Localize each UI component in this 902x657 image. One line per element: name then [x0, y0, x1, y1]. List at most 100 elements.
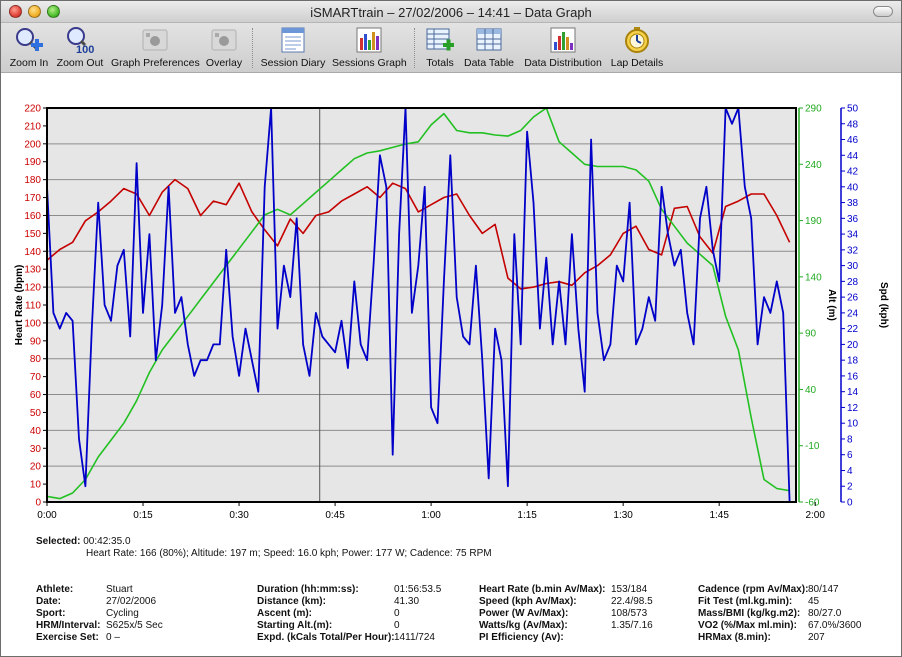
lap-details-label: Lap Details [610, 57, 664, 69]
lap-details-button[interactable]: Lap Details [609, 26, 665, 70]
overlay-label: Overlay [205, 57, 243, 69]
data-table-button[interactable]: Data Table [462, 26, 516, 70]
minimize-window-button[interactable] [28, 5, 41, 18]
speed-tick-label: 8 [847, 434, 853, 445]
magnifier-100-icon: 100 [67, 27, 94, 54]
speed-tick-label: 12 [847, 403, 859, 414]
bar-chart-icon [356, 27, 382, 53]
stat-key: Watts/kg (Av/Max): [479, 620, 568, 631]
y-tick-label: 170 [24, 193, 41, 204]
speed-tick-label: 4 [847, 466, 853, 477]
speed-tick-label: 6 [847, 450, 853, 461]
stat-key: HRMax (8.min): [698, 632, 771, 643]
speed-tick-label: 38 [847, 198, 859, 209]
session-diary-label: Session Diary [260, 57, 326, 69]
altitude-tick-label: 240 [805, 160, 822, 171]
speed-tick-label: 24 [847, 308, 859, 319]
stat-value: 27/02/2006 [106, 596, 157, 607]
altitude-tick-label: -60 [805, 498, 820, 509]
x-tick-label: 1:15 [517, 510, 537, 521]
x-tick-label: 0:45 [325, 510, 345, 521]
altitude-tick-label: 190 [805, 216, 822, 227]
title-bar: iSMARTtrain – 27/02/2006 – 14:41 – Data … [1, 1, 901, 23]
zoom-window-button[interactable] [47, 5, 60, 18]
y-tick-label: 130 [24, 265, 41, 276]
data-distribution-button[interactable]: Data Distribution [520, 26, 606, 70]
y-tick-label: 30 [30, 444, 42, 455]
y-tick-label: 90 [30, 336, 42, 347]
altitude-axis-label: Alt (m) [826, 289, 837, 321]
y-tick-label: 40 [30, 426, 42, 437]
speed-tick-label: 0 [847, 498, 853, 509]
window-title: iSMARTtrain – 27/02/2006 – 14:41 – Data … [310, 5, 592, 20]
speed-tick-label: 48 [847, 119, 859, 130]
altitude-tick-label: 140 [805, 272, 822, 283]
zoom-out-button[interactable]: 100 Zoom Out [56, 26, 104, 70]
sessions-graph-button[interactable]: Sessions Graph [332, 26, 407, 70]
stat-key: Expd. (kCals Total/Per Hour): [257, 632, 395, 643]
data-table-label: Data Table [463, 57, 514, 69]
selected-readout: Selected: 00:42:35.0 Heart Rate: 166 (80… [36, 536, 492, 559]
speed-tick-label: 2 [847, 482, 853, 493]
altitude-tick-label: 290 [805, 104, 822, 115]
stat-value: 153/184 [611, 584, 648, 595]
selected-time: 00:42:35.0 [83, 536, 131, 547]
session-diary-button[interactable]: Session Diary [260, 26, 326, 70]
y-tick-label: 210 [24, 121, 41, 132]
y-tick-label: 110 [25, 301, 41, 312]
y-tick-label: 50 [30, 408, 42, 419]
stat-key: Cadence (rpm Av/Max): [698, 584, 809, 595]
plot-background [47, 108, 796, 502]
speed-tick-label: 46 [847, 135, 859, 146]
close-window-button[interactable] [9, 5, 22, 18]
y-tick-label: 160 [24, 211, 41, 222]
data-distribution-label: Data Distribution [524, 57, 602, 69]
stat-value: 207 [808, 632, 825, 643]
y-tick-label: 70 [30, 372, 42, 383]
stat-key: Exercise Set: [36, 632, 99, 643]
speed-tick-label: 22 [847, 324, 859, 335]
x-tick-label: 1:30 [613, 510, 633, 521]
x-tick-label: 1:45 [709, 510, 729, 521]
stat-key: Ascent (m): [257, 608, 313, 619]
selected-detail: Heart Rate: 166 (80%); Altitude: 197 m; … [86, 548, 492, 559]
stat-value: 22.4/98.5 [611, 596, 653, 607]
x-tick-label: 0:15 [133, 510, 153, 521]
data-graph[interactable]: 0102030405060708090100110120130140150160… [1, 97, 901, 527]
graph-preferences-button[interactable]: Graph Preferences [111, 26, 200, 70]
altitude-tick-label: 40 [805, 385, 817, 396]
altitude-tick-label: 90 [805, 329, 817, 340]
stat-key: Date: [36, 596, 62, 607]
toolbar: Zoom In 100 Zoom Out Graph Preferences [1, 23, 901, 73]
speed-tick-label: 34 [847, 230, 859, 241]
y-tick-label: 10 [30, 480, 42, 491]
y-tick-label: 150 [24, 229, 41, 240]
heart-rate-series [46, 178, 791, 290]
speed-tick-label: 32 [847, 245, 859, 256]
apple-prefs-icon [142, 29, 168, 51]
y-tick-label: 220 [24, 104, 41, 115]
stat-key: Starting Alt.(m): [257, 620, 333, 631]
stat-key: Heart Rate (b.min Av/Max): [479, 584, 606, 595]
totals-label: Totals [426, 57, 454, 69]
stat-value: 1.35/7.16 [611, 620, 653, 631]
totals-button[interactable]: Totals [422, 26, 458, 70]
stat-key: PI Efficiency (Av): [479, 632, 564, 643]
speed-tick-label: 30 [847, 261, 859, 272]
speed-tick-label: 16 [847, 371, 859, 382]
zoom-in-button[interactable]: Zoom In [6, 26, 52, 70]
heart-rate-axis-label: Heart Rate (bpm) [14, 265, 25, 346]
overlay-button[interactable]: Overlay [204, 26, 244, 70]
y-tick-label: 100 [24, 318, 41, 329]
stat-key: Distance (km): [257, 596, 326, 607]
stat-key: Power (W Av/Max): [479, 608, 569, 619]
toolbar-toggle-button[interactable] [873, 6, 893, 17]
stat-value: 45 [808, 596, 820, 607]
toolbar-separator [414, 28, 415, 68]
y-tick-label: 60 [30, 390, 42, 401]
speed-tick-label: 20 [847, 340, 859, 351]
speed-tick-label: 44 [847, 151, 859, 162]
x-tick-label: 2:00 [805, 510, 825, 521]
speed-tick-label: 36 [847, 214, 859, 225]
